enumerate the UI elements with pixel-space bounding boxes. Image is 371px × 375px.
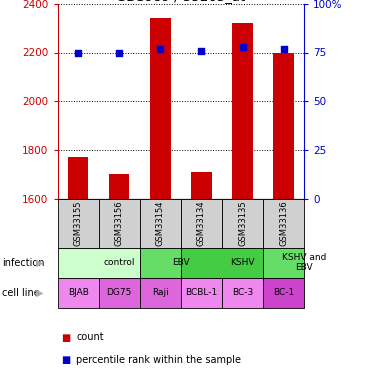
- Text: ■: ■: [61, 333, 70, 342]
- Text: KSHV: KSHV: [230, 258, 255, 267]
- Title: GDS989 / 35265_at: GDS989 / 35265_at: [116, 0, 246, 3]
- Bar: [109, 174, 129, 199]
- Bar: [68, 158, 88, 199]
- Text: GSM33154: GSM33154: [156, 200, 165, 246]
- Bar: [99, 278, 140, 308]
- Bar: [232, 23, 253, 199]
- Text: GSM33134: GSM33134: [197, 200, 206, 246]
- Bar: [58, 248, 140, 278]
- Bar: [263, 248, 304, 278]
- Bar: [273, 53, 294, 199]
- Bar: [140, 199, 181, 248]
- Point: [281, 46, 287, 52]
- Text: percentile rank within the sample: percentile rank within the sample: [76, 355, 241, 365]
- Bar: [181, 199, 222, 248]
- Text: Raji: Raji: [152, 288, 169, 297]
- Point: [116, 50, 122, 55]
- Text: cell line: cell line: [2, 288, 40, 297]
- Text: GSM33136: GSM33136: [279, 200, 288, 246]
- Bar: [263, 278, 304, 308]
- Text: ▶: ▶: [36, 288, 44, 297]
- Bar: [140, 278, 181, 308]
- Text: ▶: ▶: [36, 258, 44, 267]
- Text: KSHV and
EBV: KSHV and EBV: [282, 253, 326, 272]
- Bar: [263, 199, 304, 248]
- Text: GSM33135: GSM33135: [238, 200, 247, 246]
- Point: [75, 50, 81, 55]
- Point: [157, 46, 163, 52]
- Text: GSM33155: GSM33155: [73, 200, 83, 246]
- Text: infection: infection: [2, 258, 45, 267]
- Text: DG75: DG75: [106, 288, 132, 297]
- Bar: [58, 199, 99, 248]
- Text: EBV: EBV: [172, 258, 190, 267]
- Text: BCBL-1: BCBL-1: [185, 288, 217, 297]
- Text: control: control: [104, 258, 135, 267]
- Bar: [181, 278, 222, 308]
- Bar: [181, 248, 263, 278]
- Point: [198, 48, 204, 54]
- Text: GSM33156: GSM33156: [115, 200, 124, 246]
- Text: BC-3: BC-3: [232, 288, 253, 297]
- Text: BJAB: BJAB: [68, 288, 89, 297]
- Bar: [140, 248, 181, 278]
- Text: count: count: [76, 333, 104, 342]
- Bar: [222, 278, 263, 308]
- Bar: [222, 199, 263, 248]
- Text: ■: ■: [61, 355, 70, 365]
- Bar: [99, 199, 140, 248]
- Point: [240, 44, 246, 50]
- Bar: [150, 18, 171, 199]
- Text: BC-1: BC-1: [273, 288, 294, 297]
- Bar: [191, 172, 212, 199]
- Bar: [58, 278, 99, 308]
